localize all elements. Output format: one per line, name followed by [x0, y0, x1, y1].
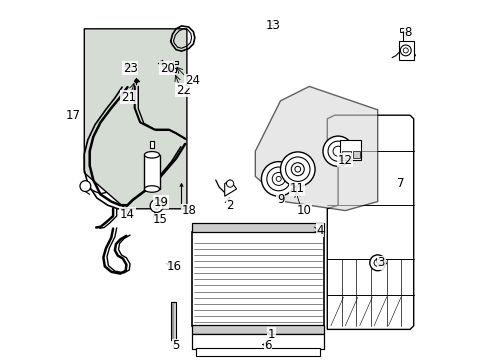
Bar — [171, 68, 176, 72]
Circle shape — [285, 157, 309, 181]
Bar — [144, 155, 159, 189]
Text: 9: 9 — [276, 193, 284, 206]
Circle shape — [226, 180, 233, 187]
Ellipse shape — [144, 186, 159, 192]
Polygon shape — [255, 86, 377, 211]
Text: 22: 22 — [176, 84, 190, 96]
Bar — [170, 302, 175, 340]
Text: 24: 24 — [184, 75, 200, 87]
Bar — [192, 325, 323, 334]
Text: 21: 21 — [121, 91, 136, 104]
Polygon shape — [326, 115, 413, 329]
Text: 23: 23 — [122, 62, 138, 75]
Bar — [192, 223, 323, 232]
Text: 16: 16 — [166, 260, 182, 273]
Text: 10: 10 — [296, 204, 311, 217]
Circle shape — [322, 136, 352, 166]
Bar — [339, 140, 361, 160]
Circle shape — [261, 162, 295, 196]
Circle shape — [266, 167, 290, 191]
Bar — [196, 348, 320, 356]
Bar — [149, 141, 154, 148]
Circle shape — [400, 45, 410, 56]
Text: 8: 8 — [404, 26, 411, 39]
Text: 13: 13 — [265, 19, 280, 32]
Text: 18: 18 — [181, 204, 196, 217]
Bar — [192, 334, 323, 349]
Polygon shape — [224, 180, 236, 196]
Text: 2: 2 — [226, 199, 233, 212]
Text: 4: 4 — [316, 224, 323, 237]
Text: 15: 15 — [152, 213, 167, 226]
Text: 1: 1 — [267, 328, 275, 341]
Text: 20: 20 — [160, 62, 174, 75]
Polygon shape — [84, 29, 186, 209]
Text: 6: 6 — [264, 339, 271, 352]
Text: 7: 7 — [397, 177, 404, 190]
Circle shape — [369, 255, 385, 271]
Circle shape — [327, 141, 347, 161]
Text: 14: 14 — [120, 208, 135, 221]
Text: 12: 12 — [337, 154, 352, 167]
Text: 19: 19 — [153, 196, 168, 209]
Bar — [341, 151, 350, 158]
Circle shape — [80, 181, 91, 192]
Text: 3: 3 — [377, 256, 384, 269]
Bar — [173, 61, 177, 64]
Text: 11: 11 — [288, 183, 304, 195]
Circle shape — [150, 199, 163, 212]
Bar — [192, 232, 323, 326]
Text: 5: 5 — [172, 339, 180, 352]
Bar — [399, 28, 405, 32]
Bar — [399, 41, 413, 60]
Text: 17: 17 — [66, 109, 81, 122]
Bar — [352, 151, 359, 158]
Circle shape — [280, 152, 314, 186]
Ellipse shape — [144, 152, 159, 158]
